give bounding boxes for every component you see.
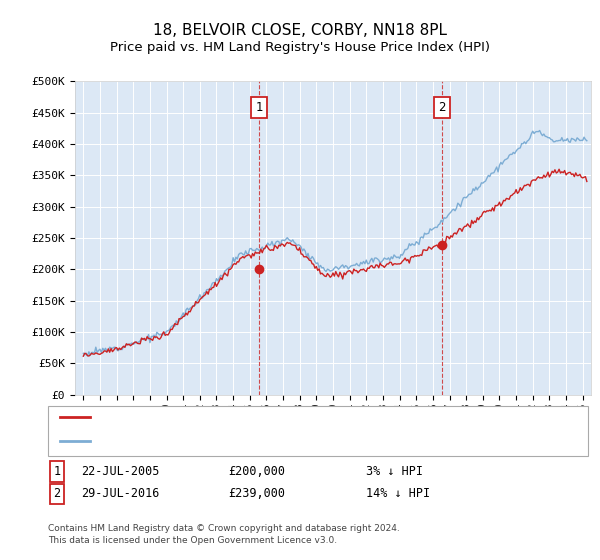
Text: 1: 1 [255,101,263,114]
Text: HPI: Average price, detached house, North Northamptonshire: HPI: Average price, detached house, Nort… [96,436,439,446]
Text: 29-JUL-2016: 29-JUL-2016 [81,487,160,501]
Text: 18, BELVOIR CLOSE, CORBY, NN18 8PL (detached house): 18, BELVOIR CLOSE, CORBY, NN18 8PL (deta… [96,412,412,422]
Text: Price paid vs. HM Land Registry's House Price Index (HPI): Price paid vs. HM Land Registry's House … [110,41,490,54]
Text: 18, BELVOIR CLOSE, CORBY, NN18 8PL: 18, BELVOIR CLOSE, CORBY, NN18 8PL [153,24,447,38]
Text: 2: 2 [53,487,61,501]
Text: 1: 1 [53,465,61,478]
Text: £239,000: £239,000 [228,487,285,501]
Text: £200,000: £200,000 [228,465,285,478]
Text: 22-JUL-2005: 22-JUL-2005 [81,465,160,478]
Text: 14% ↓ HPI: 14% ↓ HPI [366,487,430,501]
Text: 3% ↓ HPI: 3% ↓ HPI [366,465,423,478]
Text: 2: 2 [439,101,446,114]
Text: Contains HM Land Registry data © Crown copyright and database right 2024.
This d: Contains HM Land Registry data © Crown c… [48,524,400,545]
